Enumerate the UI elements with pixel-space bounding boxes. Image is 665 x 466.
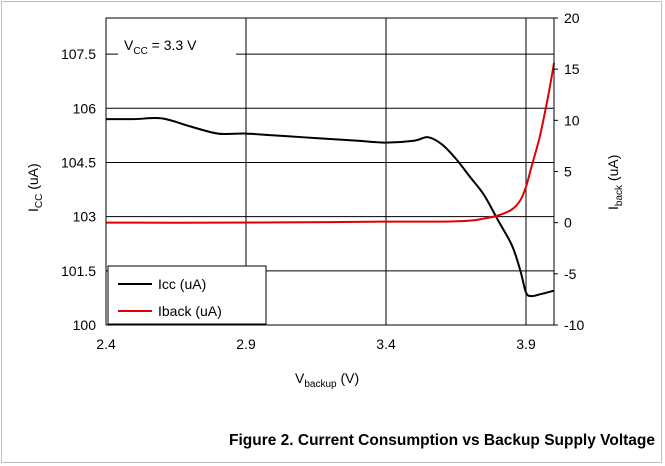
series-line-icc — [105, 116, 555, 298]
y-left-tick-label: 106 — [73, 100, 97, 116]
y-right-tick-label: 10 — [564, 112, 580, 128]
y-right-tick-label: 0 — [564, 215, 572, 231]
x-axis-label: Vbackup (V) — [295, 370, 359, 390]
y-left-tick-label: 107.5 — [61, 46, 96, 62]
tick-labels: 2.4 2.9 3.4 3.9100101.5103104.5106107.5-10-… — [61, 10, 584, 352]
annotation-vcc: VCC = 3.3 V — [124, 37, 197, 57]
y-right-tick-label: 15 — [564, 61, 580, 77]
y-left-tick-label: 100 — [73, 317, 97, 333]
y-left-tick-label: 103 — [73, 209, 97, 225]
y-right-axis-label: Iback (uA) — [605, 155, 625, 210]
series-layer — [105, 62, 555, 298]
x-tick-label: 3.4 — [376, 336, 396, 352]
y-left-tick-label: 101.5 — [61, 263, 96, 279]
x-tick-label: 2.9 — [236, 336, 256, 352]
series-line-iback — [105, 62, 555, 224]
y-right-tick-label: 20 — [564, 10, 580, 26]
legend-label-icc: Icc (uA) — [158, 276, 206, 292]
y-left-tick-label: 104.5 — [61, 154, 96, 170]
legend: Icc (uA) Iback (uA) — [107, 265, 267, 325]
y-right-tick-label: -10 — [564, 317, 584, 333]
y-right-tick-label: -5 — [564, 266, 577, 282]
y-left-axis-label: ICC (uA) — [25, 163, 45, 212]
chart: 2.4 2.9 3.4 3.9100101.5103104.5106107.5-10-… — [25, 10, 625, 390]
annotation-box — [118, 31, 236, 57]
y-right-tick-label: 5 — [564, 164, 572, 180]
figure-caption: Figure 2. Current Consumption vs Backup … — [228, 432, 655, 449]
legend-box — [107, 265, 267, 325]
legend-label-iback: Iback (uA) — [158, 303, 222, 319]
x-tick-label: 3.9 — [516, 336, 536, 352]
x-tick-label: 2.4 — [96, 336, 116, 352]
